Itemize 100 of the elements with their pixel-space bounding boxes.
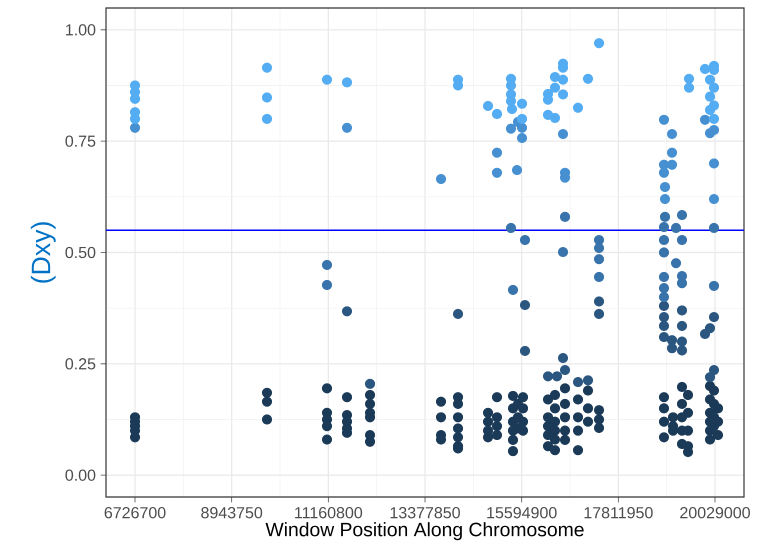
y-tick-label: 0.25	[65, 358, 96, 370]
point	[520, 346, 530, 356]
point	[594, 308, 604, 320]
y-tick-label: 0.75	[65, 135, 96, 147]
point	[704, 104, 716, 116]
point	[658, 272, 670, 282]
x-tick-label: 6726700	[104, 507, 166, 518]
x-tick-label: 20029000	[680, 507, 750, 518]
point	[666, 343, 678, 354]
point	[572, 377, 584, 388]
point	[436, 174, 446, 184]
point	[262, 114, 272, 124]
point	[594, 38, 604, 48]
point	[658, 300, 670, 311]
x-tick-label: 15594900	[487, 507, 557, 518]
point	[506, 124, 516, 134]
point	[322, 260, 332, 270]
x-tick-label: 8943750	[201, 507, 262, 518]
point	[676, 336, 688, 347]
point	[520, 234, 530, 246]
point	[130, 122, 140, 133]
point	[658, 292, 670, 302]
point	[676, 234, 688, 246]
point	[512, 165, 522, 176]
point	[550, 112, 560, 124]
x-axis-title: Window Position Along Chromosome	[266, 522, 584, 540]
point	[658, 234, 670, 246]
point	[482, 100, 494, 112]
point	[594, 272, 604, 282]
point	[708, 280, 720, 291]
point	[516, 132, 528, 144]
point	[582, 375, 594, 386]
point	[658, 114, 670, 125]
point	[558, 128, 568, 140]
point	[558, 352, 568, 364]
point	[342, 77, 352, 88]
point	[700, 114, 710, 125]
point	[594, 242, 604, 254]
point	[560, 364, 570, 376]
point	[708, 364, 720, 376]
point	[666, 148, 678, 158]
point	[666, 160, 678, 170]
point	[516, 122, 528, 133]
point	[520, 300, 530, 310]
point	[262, 62, 272, 73]
point	[708, 222, 720, 234]
point	[660, 212, 670, 222]
point	[322, 74, 332, 85]
point	[558, 246, 568, 258]
point	[658, 320, 670, 332]
y-tick-label: 0.50	[65, 246, 96, 258]
point	[550, 72, 560, 82]
point	[492, 168, 502, 178]
point	[676, 320, 688, 332]
point	[708, 158, 720, 168]
point	[582, 74, 594, 84]
point	[700, 328, 710, 340]
point	[684, 74, 694, 84]
point	[342, 306, 352, 316]
x-tick-label: 17811950	[584, 507, 653, 518]
point	[708, 114, 720, 124]
point	[594, 296, 604, 307]
point	[262, 92, 272, 103]
point	[322, 280, 332, 290]
point	[658, 222, 670, 232]
point	[660, 194, 670, 204]
point	[670, 258, 682, 268]
point	[704, 92, 716, 102]
point	[550, 82, 560, 93]
point	[676, 345, 688, 356]
y-axis-title: (Dxy)	[30, 222, 56, 283]
point	[708, 194, 720, 204]
point	[364, 378, 376, 389]
point	[684, 82, 694, 93]
point	[676, 210, 688, 220]
y-tick-label: 0.00	[65, 470, 96, 481]
point	[704, 372, 716, 382]
point	[542, 371, 554, 382]
point	[660, 182, 670, 192]
point	[700, 64, 710, 74]
point	[676, 278, 688, 288]
point	[130, 94, 140, 104]
point	[658, 312, 670, 322]
point	[558, 74, 568, 85]
point	[552, 371, 562, 382]
point	[558, 89, 568, 100]
point	[658, 168, 670, 178]
point	[516, 114, 528, 124]
point	[492, 108, 502, 120]
point	[508, 284, 518, 295]
point	[492, 148, 502, 158]
point	[708, 124, 720, 136]
point	[572, 102, 584, 113]
point	[506, 104, 518, 114]
point	[452, 308, 464, 320]
point	[658, 247, 670, 258]
point	[658, 332, 670, 342]
point	[342, 122, 352, 133]
point	[670, 222, 682, 234]
point	[594, 254, 604, 264]
